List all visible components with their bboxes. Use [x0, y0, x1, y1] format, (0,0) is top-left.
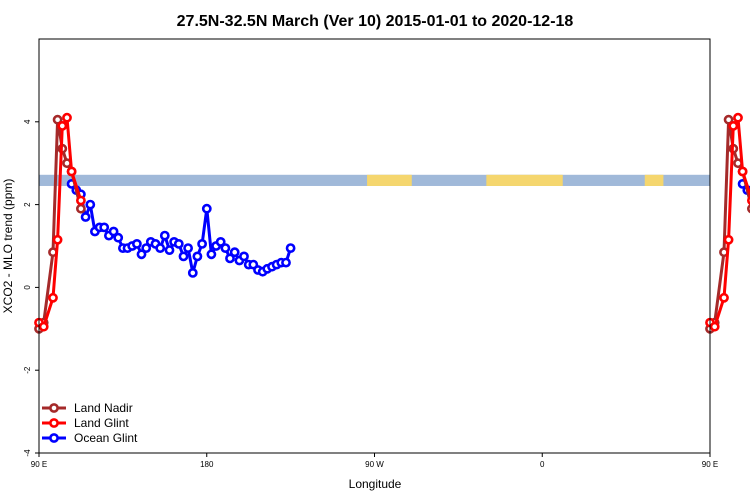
land-glint-point	[62, 112, 72, 123]
ocean-glint-point	[80, 212, 91, 222]
ocean-glint-point	[215, 236, 226, 247]
legend-label: Land Glint	[74, 416, 129, 430]
ocean-glint-point	[136, 249, 147, 260]
legend-marker	[49, 403, 59, 413]
x-axis: 90 E 180 90 W 0 90 E	[31, 453, 718, 469]
ocean-glint-point	[131, 238, 142, 249]
ocean-glint-point	[113, 232, 124, 243]
land-glint-point	[76, 195, 86, 206]
land-segment	[486, 174, 563, 186]
ocean-glint-point	[183, 243, 193, 253]
y-tick-label: 4	[23, 119, 32, 124]
ocean-glint-point	[201, 203, 212, 214]
y-axis: -4 -2 0 2 4	[23, 119, 39, 457]
land-glint-line	[709, 116, 750, 329]
y-tick-label: -2	[23, 366, 32, 374]
ocean-glint-point	[85, 199, 96, 210]
land-glint-point	[723, 234, 734, 245]
y-tick-label: 2	[23, 202, 32, 207]
land-glint-point	[719, 292, 729, 303]
land-segment	[644, 174, 664, 186]
ocean-glint-point	[141, 243, 152, 253]
x-tick-label: 0	[540, 460, 545, 469]
land-glint-point	[728, 121, 739, 131]
ocean-glint-point	[285, 243, 296, 253]
ocean-glint-point	[178, 251, 189, 262]
land-glint-point	[57, 121, 68, 131]
ocean-glint-point	[206, 249, 217, 260]
land-nadir-point	[723, 114, 734, 125]
land-nadir-point	[52, 114, 63, 125]
land-nadir-point	[76, 203, 86, 214]
ocean-glint-point	[239, 251, 249, 262]
series-layer	[34, 112, 750, 334]
land-glint-point	[66, 166, 77, 177]
land-glint-point	[733, 112, 743, 123]
x-tick-label: 90 W	[365, 460, 384, 469]
land-ocean-band	[39, 174, 710, 186]
ocean-glint-point	[225, 253, 235, 264]
chart-title: 27.5N-32.5N March (Ver 10) 2015-01-01 to…	[177, 13, 574, 30]
ocean-glint-point	[229, 247, 240, 258]
legend-marker	[49, 418, 59, 428]
x-tick-label: 90 E	[702, 460, 718, 469]
land-glint-point	[709, 321, 720, 332]
ocean-glint-point	[155, 243, 166, 253]
ocean-glint-point	[197, 238, 207, 249]
ocean-glint-point	[159, 230, 170, 241]
ocean-glint-point	[187, 267, 198, 278]
x-tick-label: 180	[200, 460, 214, 469]
x-tick-label: 90 E	[31, 460, 47, 469]
land-segment	[367, 174, 412, 186]
legend-marker	[49, 433, 59, 443]
land-glint-point	[52, 234, 63, 245]
land-glint-point	[737, 166, 748, 177]
land-glint-point	[38, 321, 49, 332]
ocean-glint-point	[281, 257, 291, 268]
land-glint-point	[48, 292, 58, 303]
ocean-glint-point	[99, 222, 110, 233]
ocean-glint-point	[173, 238, 184, 249]
ocean-glint-point	[164, 245, 175, 255]
ocean-glint-point	[108, 226, 119, 237]
y-tick-label: -4	[23, 449, 32, 457]
ocean-glint-point	[192, 251, 203, 262]
x-axis-label: Longitude	[349, 477, 402, 491]
legend-label: Ocean Glint	[74, 431, 138, 445]
ocean-glint-point	[220, 243, 231, 253]
legend-label: Land Nadir	[74, 401, 133, 415]
y-tick-label: 0	[23, 285, 32, 290]
land-glint-line	[38, 116, 83, 329]
y-axis-label: XCO2 - MLO trend (ppm)	[1, 179, 15, 314]
